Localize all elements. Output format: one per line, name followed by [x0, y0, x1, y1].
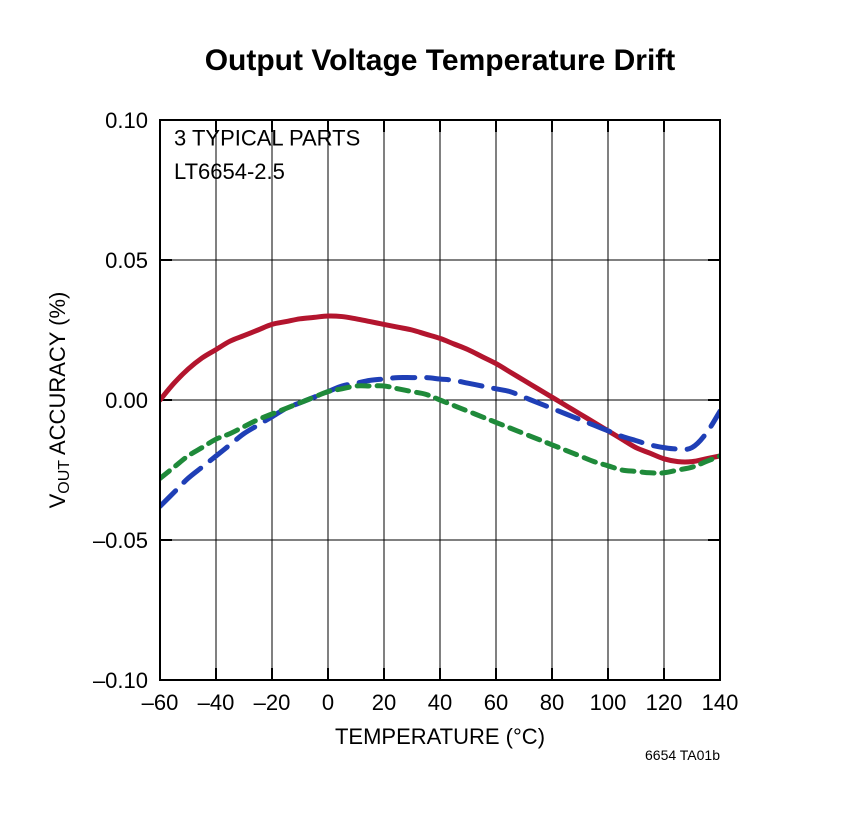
x-tick-label: 20 [372, 690, 396, 715]
annotation-line: 3 TYPICAL PARTS [174, 126, 360, 151]
x-tick-label: 0 [322, 690, 334, 715]
x-tick-label: 80 [540, 690, 564, 715]
y-tick-label: 0.05 [105, 248, 148, 273]
y-tick-label: 0.10 [105, 108, 148, 133]
chart-svg: Output Voltage Temperature Drift –60 –40 –2… [0, 0, 842, 815]
x-tick-label: 140 [702, 690, 739, 715]
x-tick-label: –60 [142, 690, 179, 715]
footnote: 6654 TA01b [645, 747, 720, 763]
chart-container: Output Voltage Temperature Drift –60 –40 –2… [0, 0, 842, 815]
y-axis-label: VOUT ACCURACY (%) [45, 292, 73, 509]
x-tick-label: 120 [646, 690, 683, 715]
x-axis-label: TEMPERATURE (°C) [335, 724, 545, 749]
x-tick-label: 60 [484, 690, 508, 715]
x-tick-label: 100 [590, 690, 627, 715]
chart-title: Output Voltage Temperature Drift [205, 44, 676, 77]
y-tick-label: 0.00 [105, 388, 148, 413]
x-tick-label: –20 [254, 690, 291, 715]
y-tick-label: –0.10 [93, 668, 148, 693]
x-tick-label: 40 [428, 690, 452, 715]
annotation-line: LT6654-2.5 [174, 159, 285, 184]
y-tick-label: –0.05 [93, 528, 148, 553]
x-tick-label: –40 [198, 690, 235, 715]
